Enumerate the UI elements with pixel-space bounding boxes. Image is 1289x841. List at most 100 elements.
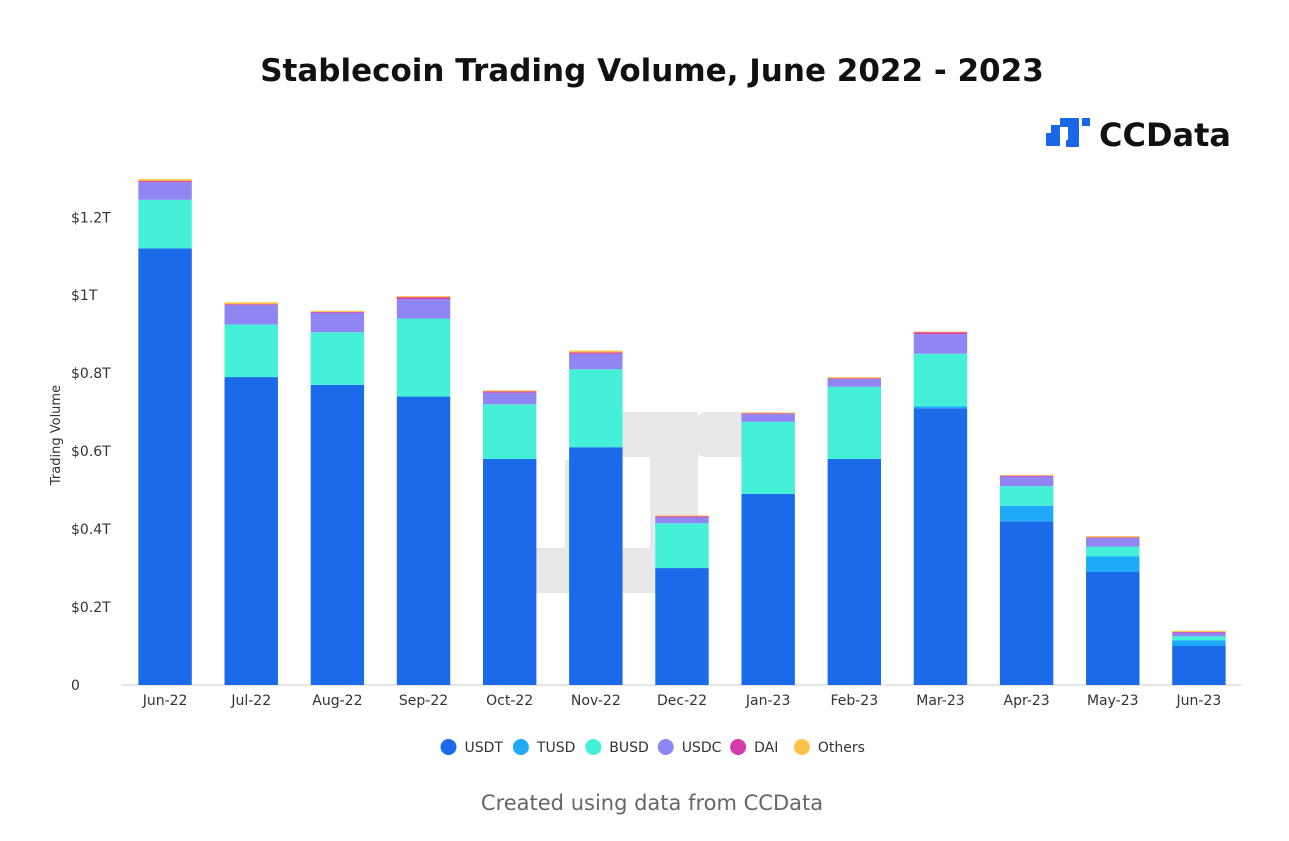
bar-segment-others[interactable] xyxy=(655,515,709,517)
bar-segment-usdc[interactable] xyxy=(913,334,968,354)
bar-segment-others[interactable] xyxy=(569,350,623,353)
legend-label: Others xyxy=(818,740,865,756)
bar-segment-usdt[interactable] xyxy=(655,568,709,685)
bar-segment-busd[interactable] xyxy=(741,421,795,495)
ccdata-logo-icon xyxy=(1046,118,1090,147)
bar-segment-usdt[interactable] xyxy=(741,494,795,685)
bar-segment-others[interactable] xyxy=(396,296,451,298)
bar-segment-dai[interactable] xyxy=(310,311,365,313)
bar-segment-usdt[interactable] xyxy=(1172,646,1226,685)
x-tick-label: Aug-22 xyxy=(312,693,362,709)
bar-segment-others[interactable] xyxy=(1172,630,1226,632)
bar-segment-busd[interactable] xyxy=(396,318,451,397)
bar-segment-busd[interactable] xyxy=(1172,636,1226,641)
bar-segment-others[interactable] xyxy=(741,412,795,414)
bar-segment-usdt[interactable] xyxy=(827,458,882,685)
bar-segment-others[interactable] xyxy=(999,474,1054,476)
bar-segment-tusd[interactable] xyxy=(1172,640,1226,647)
legend-item-dai[interactable]: DAI xyxy=(730,739,778,756)
y-tick-label: $0.2T xyxy=(71,600,111,616)
bar-segment-usdc[interactable] xyxy=(999,476,1054,487)
bar-segment-usdc[interactable] xyxy=(138,182,192,200)
bar-segment-usdc[interactable] xyxy=(741,414,795,422)
legend-label: TUSD xyxy=(536,740,575,756)
bar-segment-usdc[interactable] xyxy=(827,379,882,387)
bar-stack xyxy=(741,412,795,685)
bar-segment-others[interactable] xyxy=(310,310,365,312)
legend-item-busd[interactable]: BUSD xyxy=(585,739,649,756)
bar-segment-dai[interactable] xyxy=(138,181,192,183)
bar-segment-usdt[interactable] xyxy=(999,521,1054,685)
bar-segment-busd[interactable] xyxy=(913,353,968,407)
bar-segment-usdc[interactable] xyxy=(655,517,709,524)
x-tick-label: May-23 xyxy=(1087,693,1139,709)
legend: USDT TUSD BUSD USDC DAI Others xyxy=(440,739,865,756)
bar-segment-usdt[interactable] xyxy=(138,248,192,685)
bar-stack xyxy=(999,474,1054,685)
bar-segment-others[interactable] xyxy=(827,377,882,379)
bar-segment-busd[interactable] xyxy=(482,404,537,459)
bar-segment-dai[interactable] xyxy=(999,475,1054,477)
bar-segment-usdc[interactable] xyxy=(569,353,623,370)
x-tick-label: Sep-22 xyxy=(399,693,448,709)
bar-stack xyxy=(655,515,709,685)
bar-stack xyxy=(913,331,968,685)
y-tick-label: $0.8T xyxy=(71,366,111,382)
bar-segment-others[interactable] xyxy=(1086,536,1140,538)
legend-item-usdt[interactable]: USDT xyxy=(440,739,504,756)
x-tick-label: Jan-23 xyxy=(745,693,790,709)
bar-segment-usdt[interactable] xyxy=(569,447,623,685)
y-tick-label: 0 xyxy=(71,678,80,694)
bar-segment-usdt[interactable] xyxy=(310,384,365,685)
bar-segment-usdt[interactable] xyxy=(1086,571,1140,685)
bar-segment-usdc[interactable] xyxy=(1172,632,1226,637)
bar-segment-dai[interactable] xyxy=(482,391,537,393)
bar-segment-tusd[interactable] xyxy=(913,406,968,409)
bar-stack xyxy=(1086,536,1140,685)
legend-marker xyxy=(512,739,529,755)
bar-segment-dai[interactable] xyxy=(655,516,709,518)
bar-segment-usdt[interactable] xyxy=(396,396,451,685)
y-tick-label: $1T xyxy=(71,288,98,304)
bar-segment-busd[interactable] xyxy=(569,369,623,448)
bar-segment-busd[interactable] xyxy=(827,386,882,459)
bar-segment-dai[interactable] xyxy=(913,332,968,335)
bar-segment-dai[interactable] xyxy=(1172,631,1226,633)
bar-stack xyxy=(1172,630,1226,685)
bar-segment-dai[interactable] xyxy=(741,413,795,415)
bar-segment-dai[interactable] xyxy=(224,304,278,305)
bar-segment-usdt[interactable] xyxy=(224,377,278,685)
bar-segment-dai[interactable] xyxy=(1086,537,1140,539)
bar-segment-others[interactable] xyxy=(913,331,968,333)
bar-segment-busd[interactable] xyxy=(655,523,709,569)
bar-segment-usdc[interactable] xyxy=(310,312,365,333)
bar-segment-usdc[interactable] xyxy=(224,304,278,325)
logo-text: CCData xyxy=(1099,116,1231,154)
bar-segment-dai[interactable] xyxy=(569,352,623,354)
legend-marker xyxy=(730,739,747,755)
bar-segment-others[interactable] xyxy=(138,179,192,182)
bar-segment-busd[interactable] xyxy=(999,486,1054,506)
bar-segment-usdc[interactable] xyxy=(482,392,537,405)
bar-segment-others[interactable] xyxy=(482,390,537,392)
bar-segment-usdc[interactable] xyxy=(396,299,451,319)
x-tick-label: Apr-23 xyxy=(1004,693,1050,709)
y-axis-title: Trading Volume xyxy=(49,385,64,486)
bar-segment-usdt[interactable] xyxy=(482,458,537,685)
legend-marker xyxy=(657,739,674,755)
bar-segment-usdc[interactable] xyxy=(1086,538,1140,547)
bar-segment-busd[interactable] xyxy=(224,324,278,378)
legend-item-tusd[interactable]: TUSD xyxy=(512,739,575,756)
bar-segment-dai[interactable] xyxy=(827,378,882,380)
bar-segment-busd[interactable] xyxy=(138,199,192,249)
x-axis-ticks: Jun-22 Jul-22 Aug-22 Sep-22 Oct-22 Nov-22 Dec-… xyxy=(142,693,1222,709)
bar-segment-others[interactable] xyxy=(224,302,278,305)
bar-segment-tusd[interactable] xyxy=(1086,556,1140,572)
bar-segment-tusd[interactable] xyxy=(999,505,1054,522)
bar-segment-busd[interactable] xyxy=(310,332,365,385)
legend-item-usdc[interactable]: USDC xyxy=(657,739,722,756)
bar-segment-busd[interactable] xyxy=(1086,546,1140,557)
bar-segment-usdt[interactable] xyxy=(913,408,968,685)
legend-item-others[interactable]: Others xyxy=(793,739,865,756)
bar-segment-dai[interactable] xyxy=(396,297,451,300)
